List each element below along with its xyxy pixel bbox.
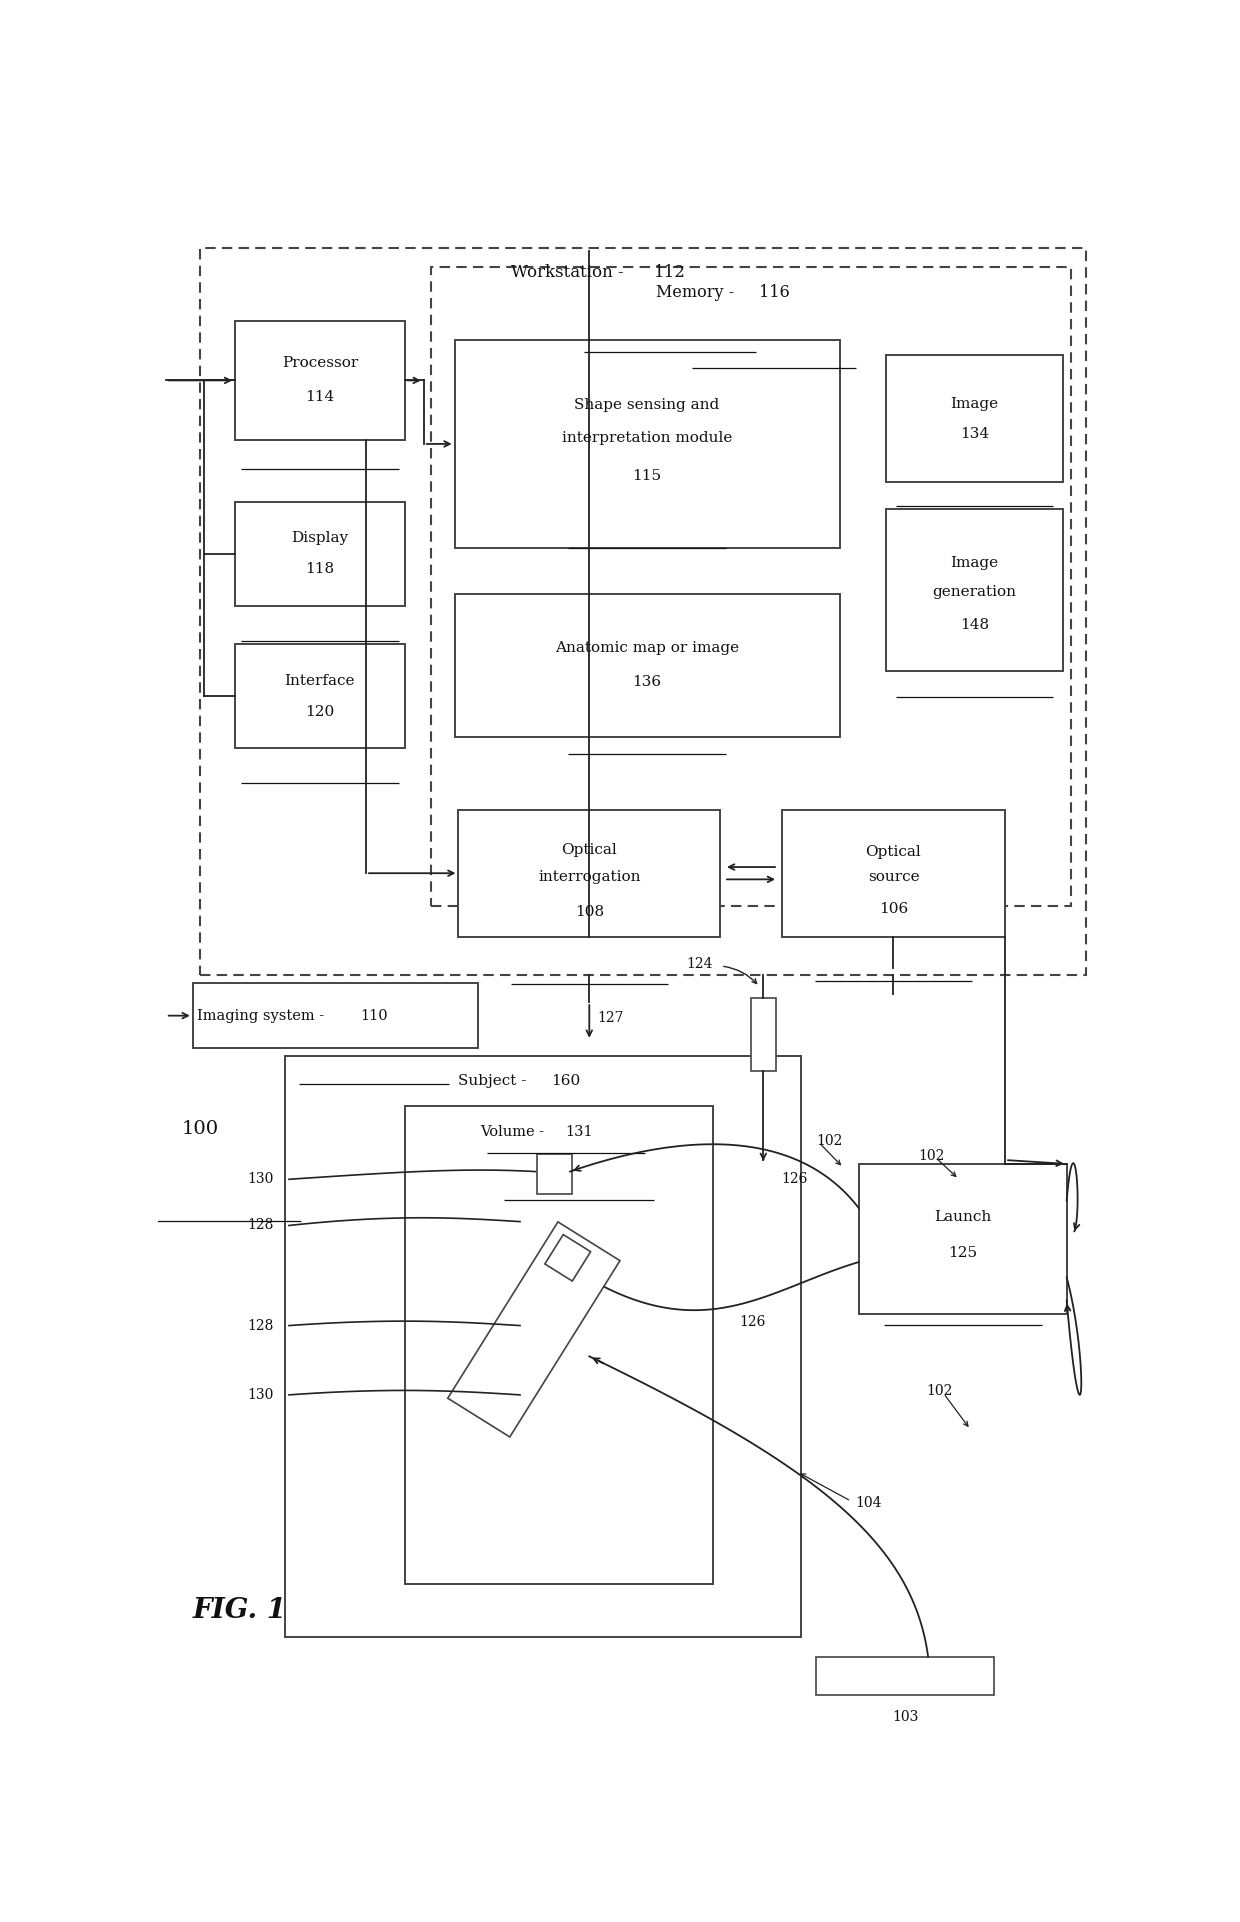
FancyBboxPatch shape — [455, 340, 839, 548]
Text: generation: generation — [932, 584, 1017, 600]
FancyBboxPatch shape — [885, 356, 1063, 482]
FancyBboxPatch shape — [781, 809, 1006, 936]
Text: 127: 127 — [596, 1011, 624, 1024]
Text: 120: 120 — [305, 705, 335, 719]
FancyBboxPatch shape — [859, 1165, 1066, 1315]
Text: 102: 102 — [816, 1134, 843, 1147]
Text: 126: 126 — [739, 1315, 766, 1328]
FancyBboxPatch shape — [192, 982, 477, 1047]
Text: 118: 118 — [305, 561, 335, 577]
Polygon shape — [448, 1222, 620, 1438]
Text: 131: 131 — [565, 1124, 593, 1138]
Text: Interface: Interface — [284, 675, 355, 688]
Text: 130: 130 — [247, 1388, 274, 1401]
Text: 106: 106 — [879, 903, 908, 917]
FancyBboxPatch shape — [201, 248, 1086, 974]
FancyBboxPatch shape — [236, 644, 404, 748]
FancyBboxPatch shape — [432, 267, 1070, 905]
Text: Memory -: Memory - — [656, 284, 739, 300]
Text: interrogation: interrogation — [538, 871, 641, 884]
Text: 102: 102 — [926, 1384, 952, 1397]
Text: Optical: Optical — [562, 844, 618, 857]
Text: 125: 125 — [949, 1245, 977, 1259]
Text: Optical: Optical — [866, 844, 921, 859]
Text: 136: 136 — [632, 675, 662, 690]
Text: 160: 160 — [552, 1074, 580, 1088]
Text: Workstation -: Workstation - — [511, 265, 630, 281]
Text: source: source — [868, 871, 919, 884]
Text: interpretation module: interpretation module — [562, 431, 733, 444]
Text: Volume -: Volume - — [481, 1124, 549, 1138]
Text: FIG. 1: FIG. 1 — [192, 1597, 286, 1624]
FancyBboxPatch shape — [455, 594, 839, 736]
Text: 110: 110 — [360, 1009, 388, 1023]
FancyBboxPatch shape — [459, 809, 720, 936]
Text: 103: 103 — [892, 1711, 918, 1724]
Text: Image: Image — [950, 555, 998, 571]
FancyBboxPatch shape — [885, 509, 1063, 671]
Text: Processor: Processor — [281, 356, 358, 371]
Polygon shape — [544, 1234, 590, 1282]
Text: Subject -: Subject - — [459, 1074, 532, 1088]
FancyBboxPatch shape — [285, 1055, 801, 1638]
FancyBboxPatch shape — [236, 502, 404, 605]
Text: 128: 128 — [247, 1219, 274, 1232]
FancyBboxPatch shape — [816, 1657, 993, 1695]
Text: 108: 108 — [574, 905, 604, 919]
Text: 114: 114 — [305, 390, 335, 404]
Text: Image: Image — [950, 396, 998, 411]
Text: 126: 126 — [781, 1172, 808, 1186]
Polygon shape — [537, 1153, 572, 1194]
Text: 102: 102 — [919, 1149, 945, 1163]
Text: Anatomic map or image: Anatomic map or image — [556, 642, 739, 655]
Text: 134: 134 — [960, 427, 988, 442]
Text: 130: 130 — [247, 1172, 274, 1186]
Text: 116: 116 — [759, 284, 790, 300]
Text: Shape sensing and: Shape sensing and — [574, 398, 719, 413]
Text: 100: 100 — [182, 1121, 219, 1138]
Text: 124: 124 — [687, 957, 713, 971]
Text: Imaging system -: Imaging system - — [197, 1009, 329, 1023]
FancyBboxPatch shape — [404, 1107, 713, 1584]
Text: 115: 115 — [632, 469, 662, 482]
Text: Display: Display — [291, 530, 348, 546]
FancyBboxPatch shape — [236, 321, 404, 440]
FancyBboxPatch shape — [751, 998, 776, 1071]
Text: 148: 148 — [960, 617, 988, 632]
Text: Launch: Launch — [934, 1211, 991, 1224]
Text: 104: 104 — [854, 1495, 882, 1509]
Text: 128: 128 — [247, 1318, 274, 1332]
Text: 112: 112 — [655, 265, 686, 281]
